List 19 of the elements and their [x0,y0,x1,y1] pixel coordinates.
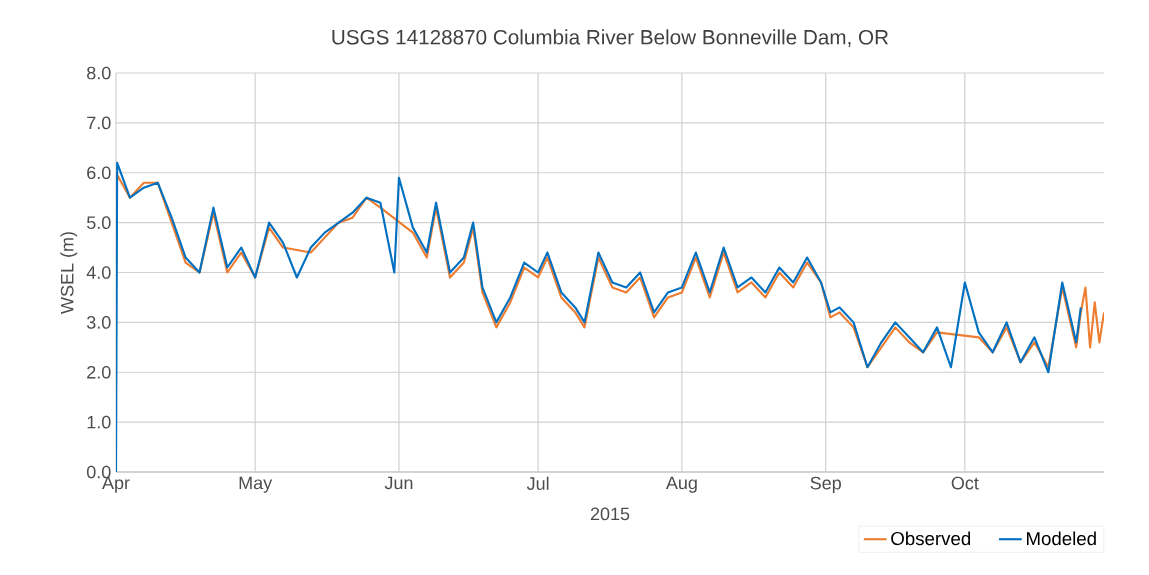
y-tick-label: 7.0 [87,116,111,130]
y-tick-label: 3.0 [86,316,111,329]
x-axis-title: 2015 [590,507,630,521]
x-tick-label: May [239,476,273,493]
y-tick-label: 6.0 [87,166,111,180]
y-axis-title: WSEL (m) [60,232,78,314]
chart-title: USGS 14128870 Columbia River Below Bonneville Dam, OR [332,29,889,47]
x-tick-label: Sep [810,476,841,494]
x-tick-label: Jun [384,476,413,490]
legend-label: Observed [891,531,971,546]
y-tick-label: 2.0 [87,365,111,379]
x-tick-label: Jul [526,476,549,490]
x-tick-label: Oct [951,476,979,490]
legend-label: Modeled [1027,531,1096,546]
y-tick-label: 8.0 [87,66,111,80]
y-tick-label: 4.0 [86,266,111,279]
y-tick-label: 1.0 [87,415,111,429]
y-tick-label: 5.0 [86,216,111,229]
x-tick-label: Aug [665,476,697,493]
